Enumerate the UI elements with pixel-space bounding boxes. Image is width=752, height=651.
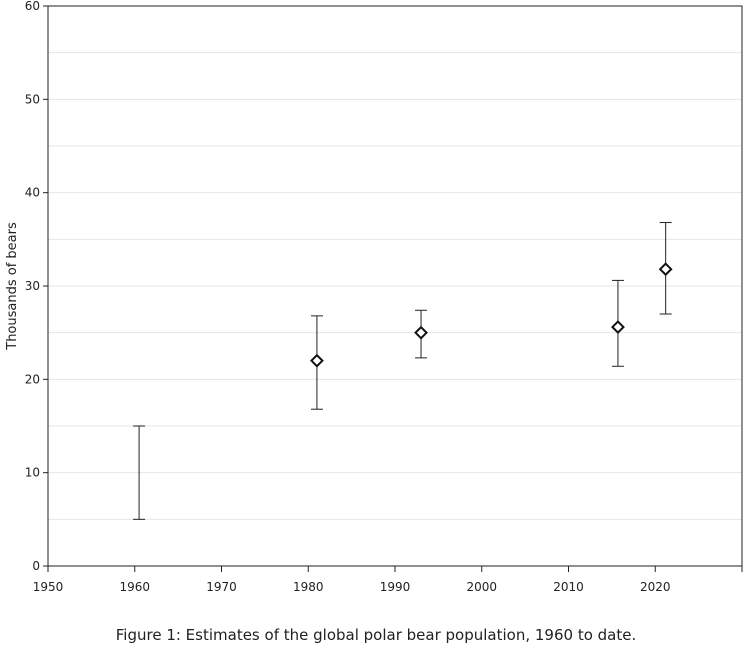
axis-ticks: 0 10 20 30 40 50 60 1950 1960 1970 1980 1990 2000 201… [25, 0, 743, 594]
estimate-marker [414, 325, 428, 340]
x-tick-label: 2000 [466, 580, 497, 594]
grid-lines [48, 52, 742, 520]
y-axis-title: Thousands of bears [5, 222, 20, 351]
estimate-marker [310, 353, 324, 368]
x-tick-label: 1960 [119, 580, 150, 594]
x-tick-label: 2010 [553, 580, 584, 594]
figure-caption: Figure 1: Estimates of the global polar … [115, 626, 637, 644]
x-tick-label: 1990 [380, 580, 411, 594]
y-tick-label: 0 [32, 559, 40, 573]
y-tick-label: 40 [25, 186, 40, 200]
estimate-marker [611, 320, 625, 334]
polar-bear-chart: 0 10 20 30 40 50 60 1950 1960 1970 1980 1990 2000 201… [5, 0, 743, 594]
y-tick-label: 60 [25, 0, 40, 13]
y-tick-label: 50 [25, 92, 40, 106]
y-tick-label: 10 [25, 466, 40, 480]
x-tick-label: 2020 [640, 580, 671, 594]
x-tick-label: 1980 [293, 580, 324, 594]
data-points [133, 222, 673, 520]
x-tick-label: 1970 [206, 580, 237, 594]
estimate-marker [658, 262, 673, 277]
y-tick-label: 20 [25, 372, 40, 386]
y-tick-label: 30 [25, 279, 40, 293]
x-tick-label: 1950 [33, 580, 64, 594]
